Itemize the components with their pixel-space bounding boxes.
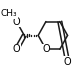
Text: O: O bbox=[13, 44, 20, 54]
Text: CH₃: CH₃ bbox=[0, 9, 17, 18]
Text: O: O bbox=[42, 44, 50, 54]
Text: O: O bbox=[64, 57, 71, 67]
Text: O: O bbox=[13, 17, 20, 27]
